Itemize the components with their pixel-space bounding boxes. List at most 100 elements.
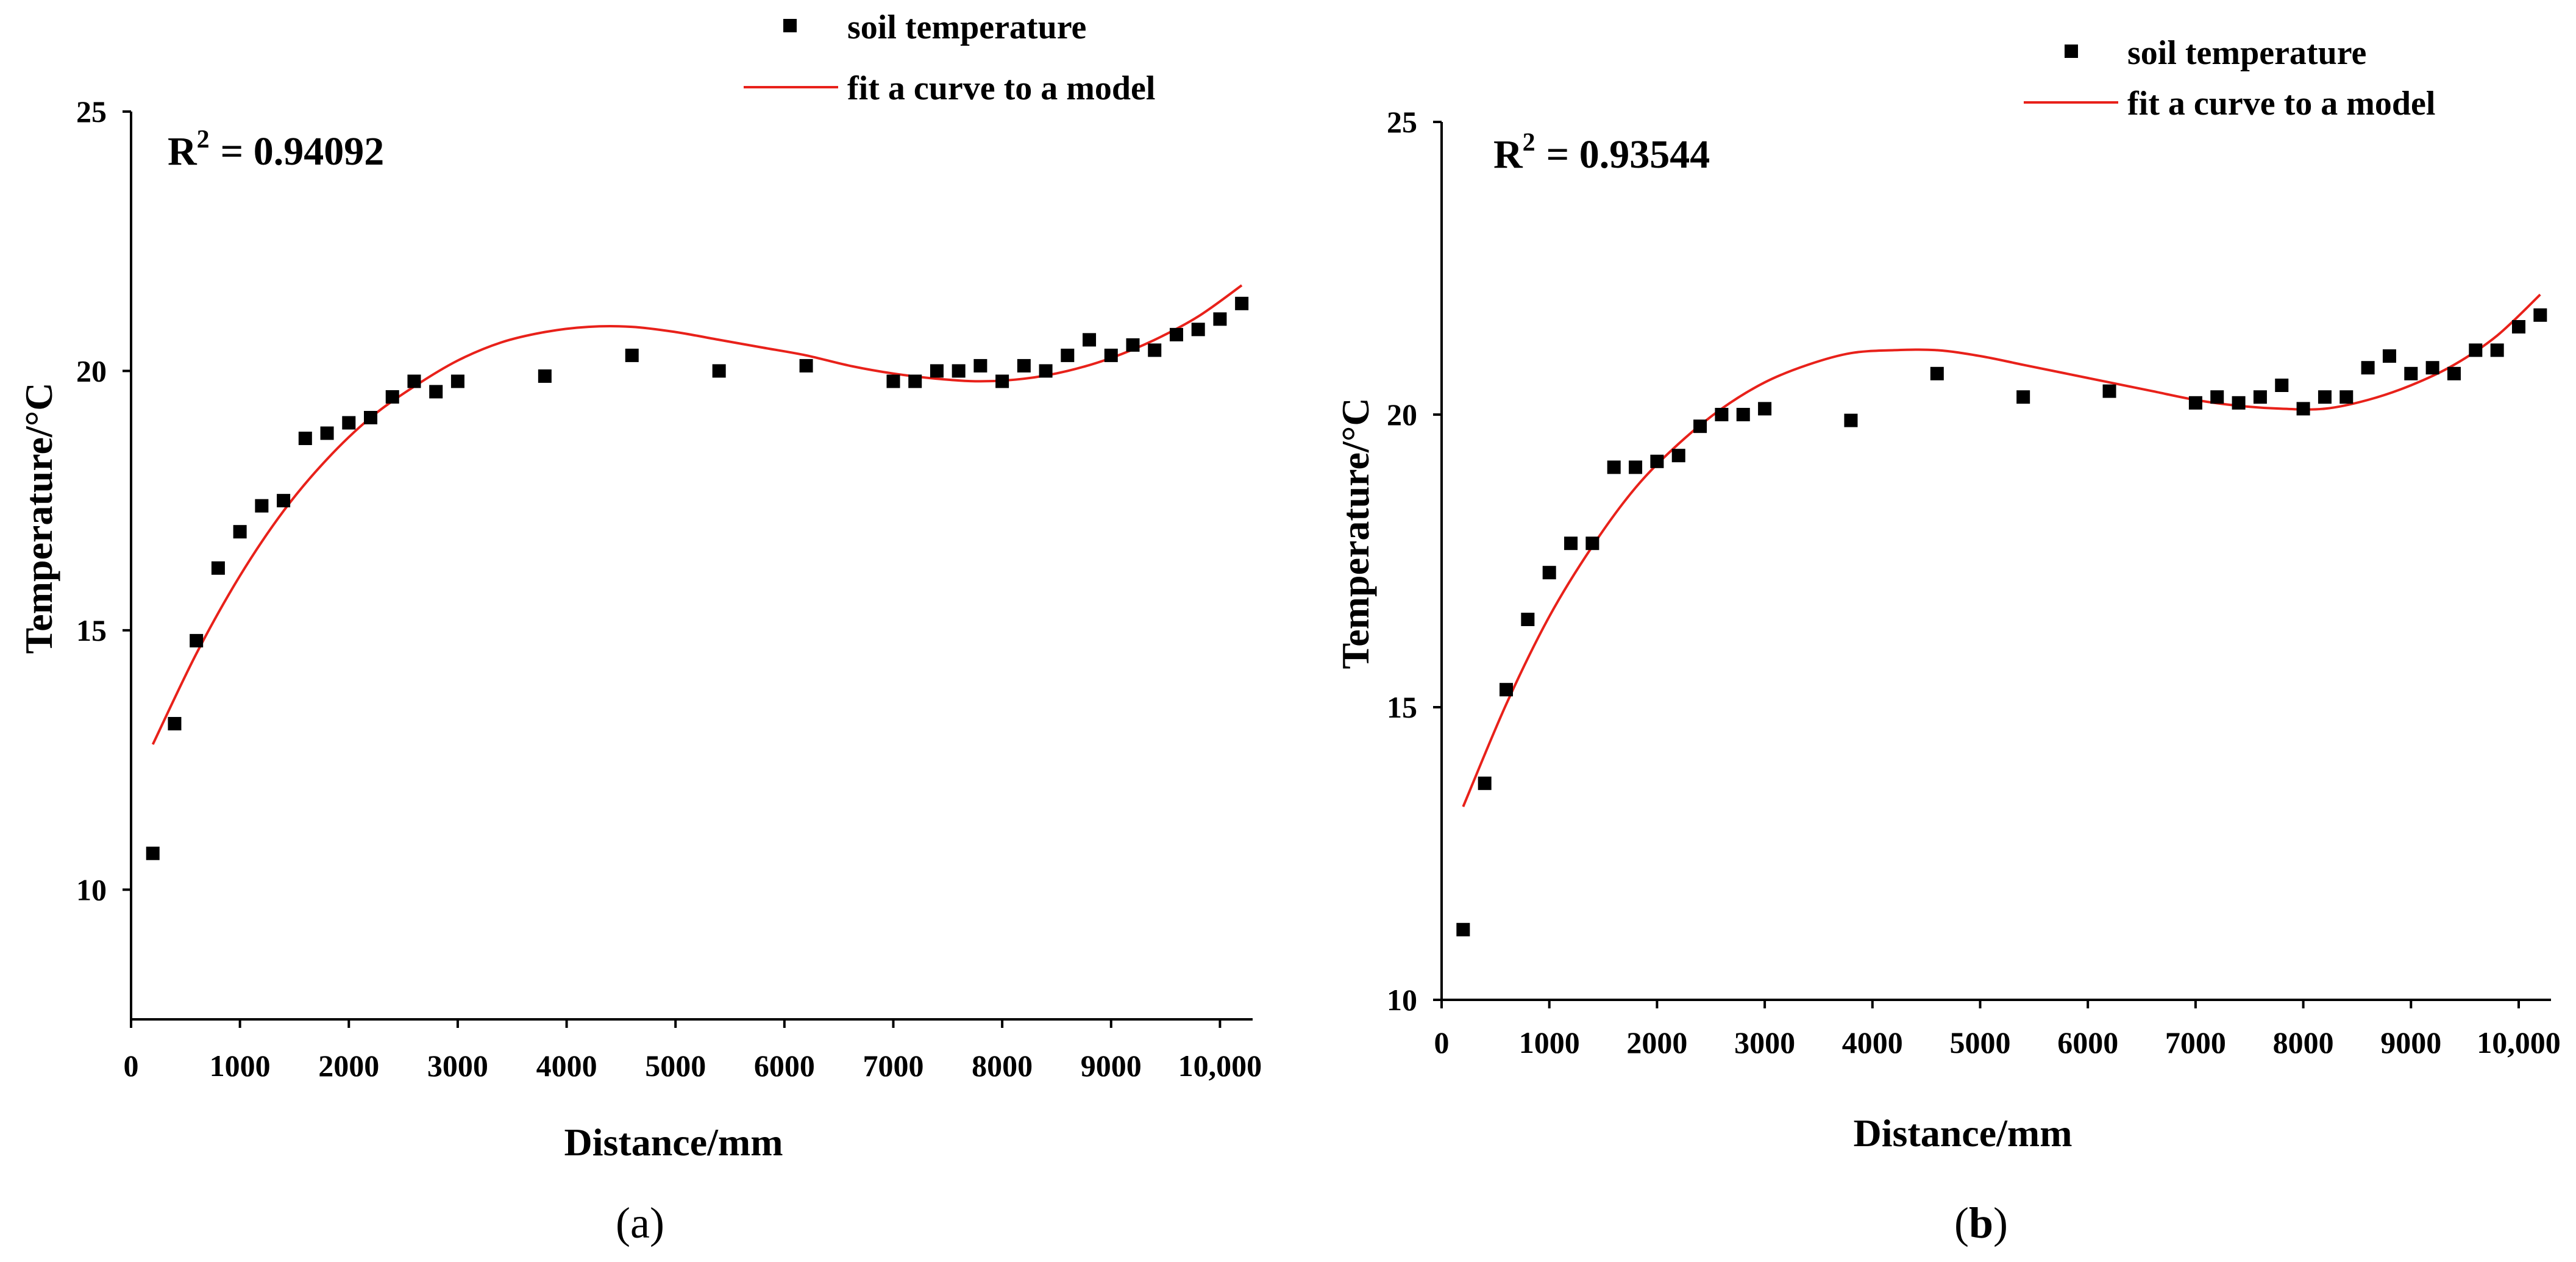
soil-temperature-point	[2253, 390, 2267, 404]
x-tick-label: 8000	[972, 1049, 1033, 1083]
panel-a-axes	[130, 112, 1253, 1021]
y-tick-label: 25	[1387, 105, 1417, 139]
soil-temperature-point	[2382, 349, 2396, 363]
legend-line-label: fit a curve to a model	[847, 70, 1155, 107]
x-tick-label: 10,000	[1178, 1049, 1262, 1083]
y-tick-label: 20	[76, 354, 107, 388]
soil-temperature-point	[2016, 390, 2030, 404]
soil-temperature-point	[2318, 390, 2332, 404]
x-tick-label: 5000	[1949, 1025, 2010, 1060]
y-tick-label: 10	[76, 872, 107, 907]
soil-temperature-point	[1564, 537, 1578, 551]
soil-temperature-point	[886, 374, 900, 388]
soil-temperature-point	[1607, 460, 1621, 474]
soil-temperature-point	[2447, 366, 2461, 380]
soil-temperature-point	[1671, 449, 1685, 463]
x-tick-label: 7000	[863, 1049, 923, 1083]
soil-temperature-point	[385, 390, 399, 404]
soil-temperature-point	[2339, 390, 2354, 404]
x-tick-label: 3000	[427, 1049, 488, 1083]
legend-scatter-marker	[2065, 45, 2078, 58]
x-tick-label: 3000	[1734, 1025, 1795, 1060]
soil-temperature-point	[1478, 776, 1492, 790]
y-tick-label: 20	[1387, 397, 1417, 432]
soil-temperature-point	[211, 561, 225, 575]
y-tick-label: 10	[1387, 983, 1417, 1017]
soil-temperature-point	[2404, 366, 2418, 380]
r-squared-superscript: 2	[1523, 129, 1535, 157]
soil-temperature-point	[1650, 454, 1664, 468]
y-tick-label: 15	[1387, 690, 1417, 724]
soil-temperature-point	[2210, 390, 2224, 404]
soil-temperature-point	[2469, 343, 2483, 357]
soil-temperature-point	[2533, 308, 2547, 322]
fit-curve-line	[1462, 293, 2541, 807]
legend: soil temperature fit a curve to a model	[744, 9, 1155, 107]
soil-temperature-point	[1585, 537, 1599, 551]
soil-temperature-point	[625, 348, 639, 362]
fit-curve-line	[151, 284, 1243, 745]
soil-temperature-point	[429, 385, 443, 399]
panel-b-marks	[1456, 293, 2547, 936]
panel-label: (b)	[1954, 1199, 2008, 1247]
x-tick-label: 4000	[536, 1049, 597, 1083]
x-axis-label: Distance/mm	[1853, 1111, 2072, 1155]
soil-temperature-point	[342, 416, 356, 430]
soil-temperature-point	[277, 494, 291, 508]
soil-temperature-point	[995, 374, 1009, 388]
soil-temperature-point	[1736, 408, 1750, 421]
soil-temperature-point	[2490, 343, 2504, 357]
panel-b-axes	[1440, 122, 2551, 1001]
soil-temperature-point	[930, 364, 944, 378]
soil-temperature-point	[1017, 358, 1031, 373]
r-squared-value: = 0.94092	[221, 129, 385, 174]
soil-temperature-point	[450, 374, 464, 388]
x-tick-label: 4000	[1842, 1025, 1903, 1060]
soil-temperature-point	[1169, 327, 1183, 341]
panel-label-letter: b	[1969, 1199, 1993, 1247]
r-squared-prefix: R	[168, 129, 197, 174]
r-squared-annotation: R2 = 0.94092	[168, 126, 384, 174]
soil-temperature-point	[1456, 922, 1470, 936]
soil-temperature-point	[1521, 613, 1535, 626]
soil-temperature-point	[538, 369, 552, 383]
panel-label: (a)	[616, 1199, 664, 1247]
legend-line-label: fit a curve to a model	[2127, 85, 2435, 123]
soil-temperature-point	[1844, 413, 1858, 427]
x-tick-label: 6000	[754, 1049, 815, 1083]
soil-temperature-point	[1083, 333, 1097, 347]
soil-temperature-point	[1104, 348, 1118, 362]
x-tick-label: 0	[124, 1049, 139, 1083]
soil-temperature-point	[298, 432, 312, 446]
soil-temperature-point	[1542, 566, 1556, 580]
soil-temperature-point	[1500, 683, 1514, 697]
legend: soil temperature fit a curve to a model	[2024, 34, 2435, 123]
r-squared-prefix: R	[1493, 132, 1523, 177]
soil-temperature-point	[2296, 402, 2310, 416]
x-tick-label: 9000	[1081, 1049, 1142, 1083]
x-tick-label: 10,000	[2477, 1025, 2561, 1060]
panel-b-ticks: 10 15 20 25 0 1000 2000 3000 4000 5000 6000 7000 800…	[1387, 105, 2561, 1060]
soil-temperature-point	[2102, 384, 2116, 398]
soil-temperature-point	[712, 364, 726, 378]
soil-temperature-point	[2361, 361, 2375, 375]
x-tick-label: 0	[1434, 1025, 1450, 1060]
soil-temperature-point	[364, 411, 378, 425]
x-tick-label: 2000	[318, 1049, 379, 1083]
x-tick-label: 1000	[1519, 1025, 1580, 1060]
x-axis-label: Distance/mm	[564, 1121, 783, 1164]
soil-temperature-point	[952, 364, 966, 378]
soil-temperature-point	[1235, 296, 1249, 310]
soil-temperature-point	[1715, 408, 1729, 421]
soil-temperature-point	[2232, 396, 2246, 410]
soil-temperature-point	[1693, 419, 1707, 433]
x-tick-label: 6000	[2057, 1025, 2118, 1060]
chart-panel-b: 10 15 20 25 0 1000 2000 3000 4000 5000 6000 7000 800…	[1334, 34, 2561, 1247]
soil-temperature-point	[1039, 364, 1053, 378]
y-tick-label: 25	[76, 94, 107, 129]
soil-temperature-point	[908, 374, 922, 388]
legend-scatter-label: soil temperature	[2127, 34, 2366, 72]
soil-temperature-point	[2275, 379, 2289, 392]
soil-temperature-point	[1629, 460, 1643, 474]
